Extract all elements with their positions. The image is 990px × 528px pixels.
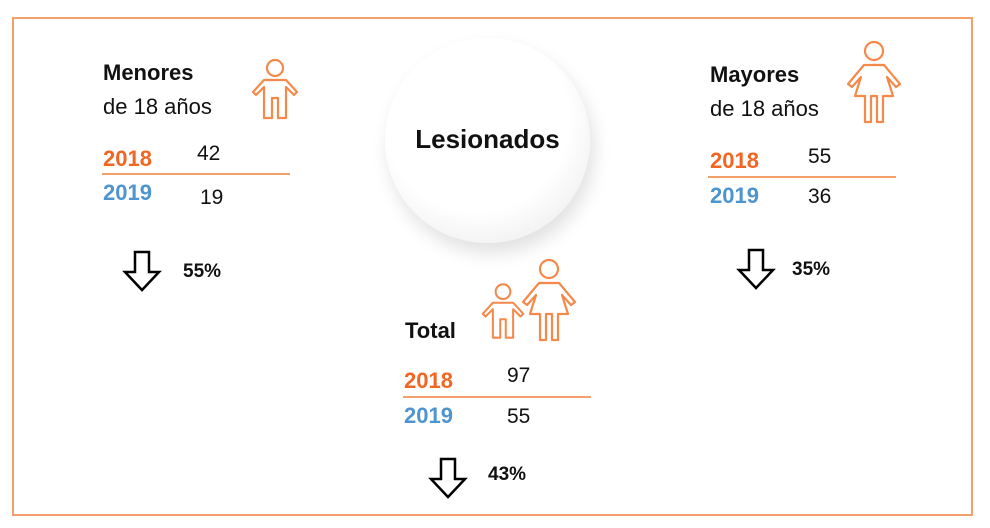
divider <box>708 176 896 178</box>
menores-2018-label: 2018 <box>103 146 152 171</box>
menores-2019-value: 19 <box>200 186 224 209</box>
arrow-down-icon <box>428 457 468 499</box>
child-icon <box>481 283 525 339</box>
menores-2019-label: 2019 <box>103 180 152 205</box>
arrow-down-icon <box>122 250 162 292</box>
total-2019-value: 55 <box>507 405 531 428</box>
menores-heading: Menores <box>103 60 194 85</box>
menores-change: 55% <box>183 261 222 282</box>
total-change: 43% <box>488 464 527 485</box>
center-circle: Lesionados <box>385 38 590 243</box>
mayores-heading: Mayores <box>710 62 800 87</box>
arrow-down-icon <box>736 248 776 290</box>
woman-icon <box>846 40 902 124</box>
total-2018-label: 2018 <box>404 368 453 393</box>
mayores-change: 35% <box>792 259 831 280</box>
total-2019-label: 2019 <box>404 403 453 428</box>
total-2018-value: 97 <box>507 364 531 387</box>
total-heading: Total <box>405 318 456 343</box>
divider <box>403 396 591 398</box>
mayores-2019-value: 36 <box>808 185 832 208</box>
divider <box>102 173 290 175</box>
woman-icon <box>521 258 577 342</box>
mayores-2018-value: 55 <box>808 145 832 168</box>
child-icon <box>251 58 299 120</box>
menores-subheading: de 18 años <box>103 94 212 119</box>
mayores-2018-label: 2018 <box>710 148 759 173</box>
mayores-2019-label: 2019 <box>710 183 759 208</box>
mayores-subheading: de 18 años <box>710 96 819 121</box>
infographic-title: Lesionados <box>415 124 560 154</box>
infographic-frame <box>12 17 973 516</box>
menores-2018-value: 42 <box>197 142 221 165</box>
